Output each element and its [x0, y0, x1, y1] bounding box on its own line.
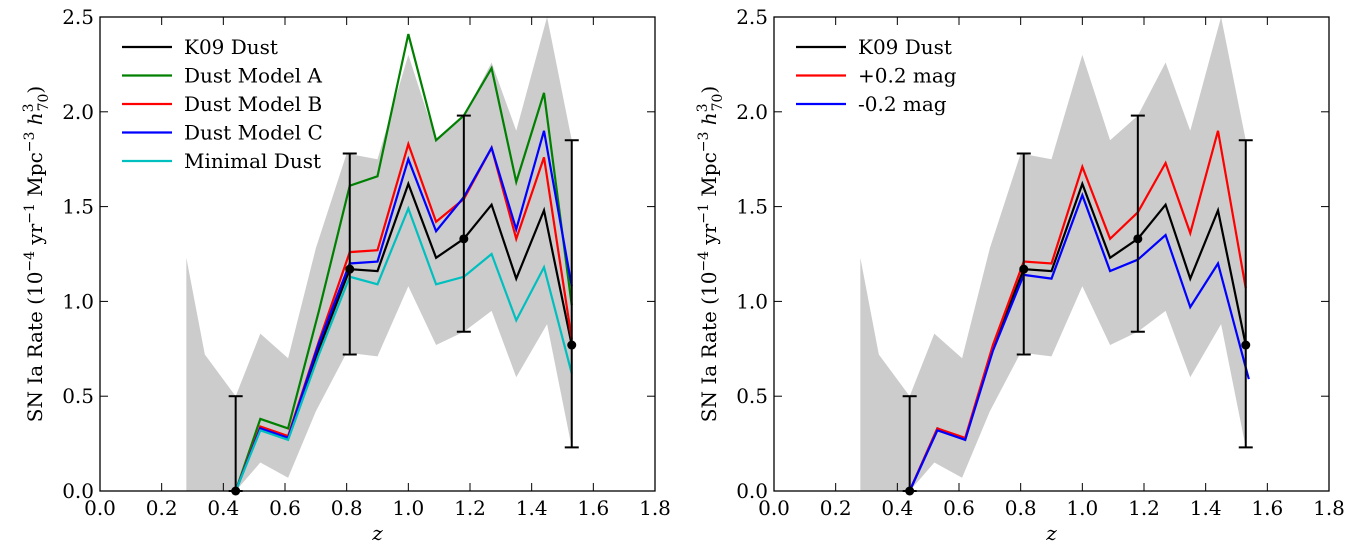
- y-axis-title-part: 70: [710, 94, 726, 112]
- data-point: [459, 234, 469, 244]
- data-point: [345, 264, 355, 274]
- legend-label: K09 Dust: [184, 35, 278, 59]
- legend-label: Dust Model A: [184, 64, 322, 88]
- data-point: [1133, 234, 1143, 244]
- error-bar-2: [1016, 152, 1031, 356]
- y-tick-label: 0.0: [736, 479, 768, 503]
- x-tick-label: 1.8: [1313, 496, 1345, 520]
- x-tick-label: 0.0: [84, 496, 116, 520]
- y-tick-label: 1.5: [736, 195, 768, 219]
- data-point: [1241, 340, 1251, 350]
- x-tick-label: 0.6: [943, 496, 975, 520]
- legend-label: Dust Model C: [184, 121, 323, 145]
- y-tick-label: 2.5: [736, 5, 768, 29]
- y-tick-label: 2.5: [62, 5, 94, 29]
- x-tick-label: 1.4: [516, 496, 548, 520]
- x-tick-label: 1.6: [1251, 496, 1283, 520]
- y-axis-title-part: −3: [22, 132, 38, 153]
- x-tick-label: 1.6: [577, 496, 609, 520]
- y-axis-title-part: SN Ia Rate (10: [23, 272, 47, 423]
- y-axis-title-part: yr: [697, 223, 721, 251]
- y-tick-label: 1.0: [736, 289, 768, 313]
- uncertainty-band: [860, 17, 1246, 491]
- legend-label: Dust Model B: [184, 92, 322, 116]
- y-tick-label: 0.0: [62, 479, 94, 503]
- x-tick-label: 0.8: [1005, 496, 1037, 520]
- y-axis-title-part: Mpc: [697, 152, 721, 203]
- y-axis-title-part: Mpc: [23, 152, 47, 203]
- legend: K09 Dust +0.2 mag -0.2 mag: [796, 35, 957, 116]
- data-point: [1019, 264, 1029, 274]
- error-bar-3: [456, 114, 471, 333]
- data-point: [567, 340, 577, 350]
- panel-1: 0.0 0.2 0.4 0.6 0.8 1.0 1.2 1.4 1.6 1.8 0.0 0.5 1.0 1…: [21, 5, 671, 545]
- y-axis-title-part: −1: [696, 203, 712, 224]
- legend-label: K09 Dust: [858, 35, 952, 59]
- x-tick-label: 1.0: [1066, 496, 1098, 520]
- x-tick-label: 1.8: [639, 496, 671, 520]
- y-axis-title-part: h: [23, 112, 47, 131]
- series-line-5: [234, 205, 573, 491]
- x-tick-label: 0.0: [758, 496, 790, 520]
- y-axis-title-part: ): [697, 86, 721, 94]
- y-tick-label: 2.0: [736, 100, 768, 124]
- error-bar-2: [342, 152, 357, 356]
- error-bar-4: [1238, 139, 1253, 449]
- plot-frame: [773, 16, 1330, 492]
- error-bar-3: [1130, 114, 1145, 333]
- y-axis-title-part: ): [23, 86, 47, 94]
- y-axis-title-part: −4: [696, 251, 712, 272]
- y-axis-title-part: yr: [23, 223, 47, 251]
- error-bar-4: [564, 139, 579, 449]
- y-axis-title-part: h: [697, 112, 721, 131]
- y-axis-title-part: 3: [695, 103, 711, 112]
- y-axis-title-part: 70: [36, 94, 52, 112]
- x-tick-label: 0.2: [820, 496, 852, 520]
- y-tick-label: 0.5: [62, 384, 94, 408]
- x-tick-label: 1.0: [392, 496, 424, 520]
- y-tick-label: 1.0: [62, 289, 94, 313]
- x-axis-title: z: [1045, 521, 1057, 545]
- legend-label: +0.2 mag: [858, 64, 957, 88]
- y-axis-title-part: 3: [21, 103, 37, 112]
- legend-label: -0.2 mag: [858, 92, 947, 116]
- panel-2: 0.0 0.2 0.4 0.6 0.8 1.0 1.2 1.4 1.6 1.8 0.0 0.5 1.0 1…: [695, 5, 1345, 545]
- x-tick-label: 1.4: [1190, 496, 1222, 520]
- x-axis-title: z: [371, 521, 383, 545]
- plot-frame: [99, 16, 656, 492]
- y-tick-label: 1.5: [62, 195, 94, 219]
- x-tick-label: 0.4: [881, 496, 913, 520]
- series-line-2: [234, 33, 573, 491]
- y-tick-label: 2.0: [62, 100, 94, 124]
- x-tick-label: 0.4: [207, 496, 239, 520]
- y-axis-title-part: −1: [22, 203, 38, 224]
- x-tick-label: 0.6: [269, 496, 301, 520]
- y-axis-title: SN Ia Rate (10−4 yr−1 Mpc−3 h370): [695, 86, 726, 422]
- y-tick-label: 0.5: [736, 384, 768, 408]
- x-tick-label: 0.8: [331, 496, 363, 520]
- x-tick-label: 1.2: [1128, 496, 1160, 520]
- x-tick-label: 0.2: [146, 496, 178, 520]
- legend-label: Minimal Dust: [184, 149, 321, 173]
- y-axis-title: SN Ia Rate (10−4 yr−1 Mpc−3 h370): [21, 86, 52, 422]
- legend: K09 Dust Dust Model A Dust Model B Dust Mod…: [122, 35, 323, 173]
- series-line-3: [908, 192, 1250, 491]
- x-tick-label: 1.2: [454, 496, 486, 520]
- y-axis-title-part: SN Ia Rate (10: [697, 272, 721, 423]
- y-axis-title-part: −4: [22, 251, 38, 272]
- y-axis-title-part: −3: [696, 132, 712, 153]
